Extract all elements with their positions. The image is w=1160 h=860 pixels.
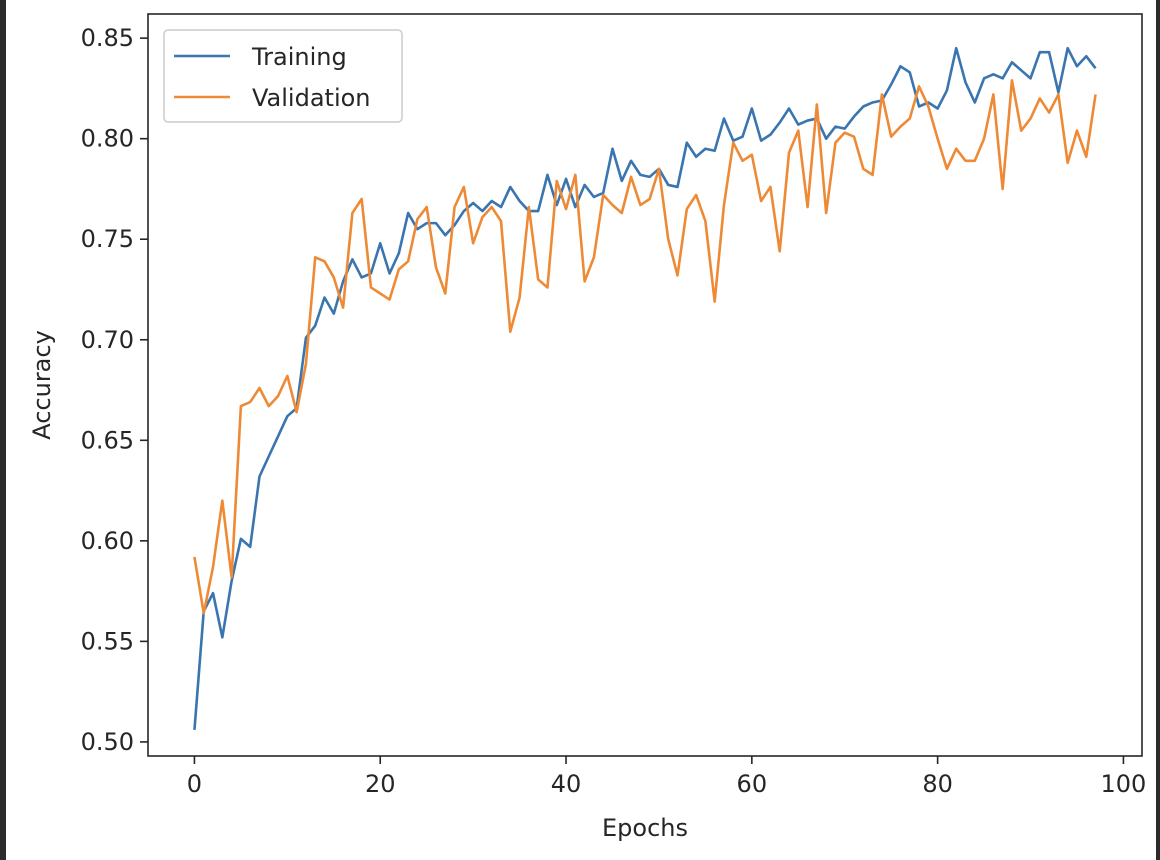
series-line-training [193, 46, 1097, 730]
y-tick-label: 0.80 [81, 125, 134, 153]
legend-label-validation: Validation [252, 84, 371, 112]
y-axis: 0.50 0.55 0.60 0.65 0.70 0.75 0.80 0.85 [81, 24, 148, 756]
x-tick-label: 100 [1101, 770, 1147, 798]
x-axis-label: Epochs [602, 814, 688, 842]
plot-lines [193, 46, 1097, 730]
x-tick-label: 0 [187, 770, 202, 798]
axes-frame [147, 13, 1143, 757]
accuracy-line-chart: 0 20 40 60 80 100 0.50 0.55 0.60 0.65 0.70 0.75 0.8… [28, 13, 1147, 842]
x-tick-label: 20 [365, 770, 396, 798]
y-tick-label: 0.65 [81, 426, 134, 454]
y-tick-label: 0.75 [81, 225, 134, 253]
y-tick-label: 0.55 [81, 627, 134, 655]
x-tick-label: 40 [551, 770, 582, 798]
y-axis-label: Accuracy [28, 330, 56, 440]
y-tick-label: 0.60 [81, 527, 134, 555]
legend-box [163, 29, 403, 123]
x-axis: 0 20 40 60 80 100 [187, 756, 1147, 798]
x-tick-label: 60 [737, 770, 768, 798]
y-tick-label: 0.85 [81, 24, 134, 52]
legend-label-training: Training [251, 43, 347, 71]
y-tick-label: 0.70 [81, 326, 134, 354]
series-line-validation [193, 79, 1097, 615]
y-tick-label: 0.50 [81, 728, 134, 756]
x-tick-label: 80 [922, 770, 953, 798]
legend: Training Validation [163, 29, 403, 123]
